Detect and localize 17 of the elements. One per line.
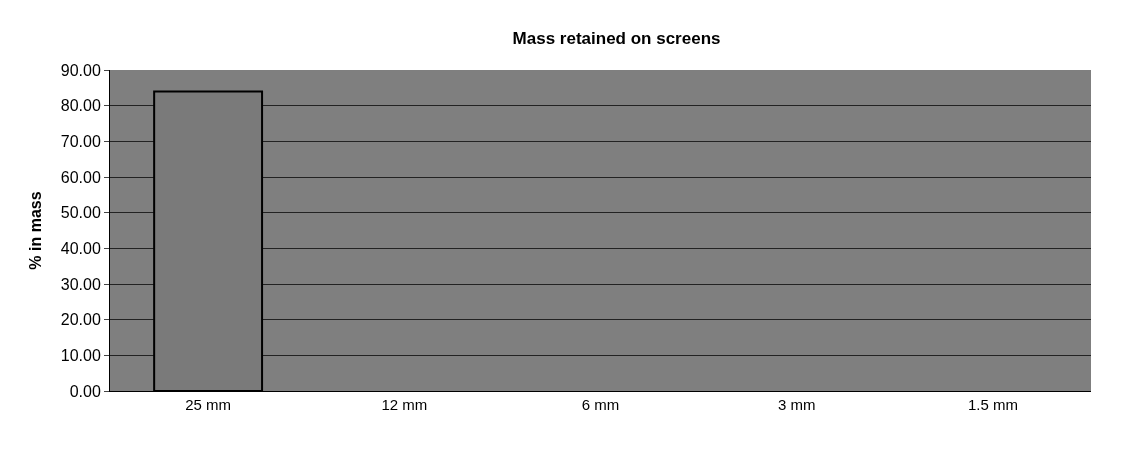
y-tick-label: 0.00 bbox=[69, 382, 101, 400]
y-tick-label: 30.00 bbox=[60, 275, 101, 293]
y-tick-label: 20.00 bbox=[60, 311, 101, 329]
x-tick-label: 12 mm bbox=[381, 396, 428, 413]
y-tick-label: 80.00 bbox=[60, 97, 101, 115]
y-tick-label: 50.00 bbox=[60, 204, 101, 222]
chart-title: Mass retained on screens bbox=[512, 29, 721, 49]
y-axis-title: % in mass bbox=[26, 191, 44, 270]
x-tick-label: 25 mm bbox=[185, 396, 232, 413]
x-tick-label: 1.5 mm bbox=[967, 396, 1018, 413]
x-tick-label: 6 mm bbox=[581, 396, 620, 413]
y-tick-label: 90.00 bbox=[60, 61, 101, 79]
y-tick-label: 70.00 bbox=[60, 132, 101, 150]
y-tick-label: 60.00 bbox=[60, 168, 101, 186]
y-tick-label: 10.00 bbox=[60, 346, 101, 364]
x-tick-label: 3 mm bbox=[777, 396, 816, 413]
y-tick-label: 40.00 bbox=[60, 239, 101, 257]
